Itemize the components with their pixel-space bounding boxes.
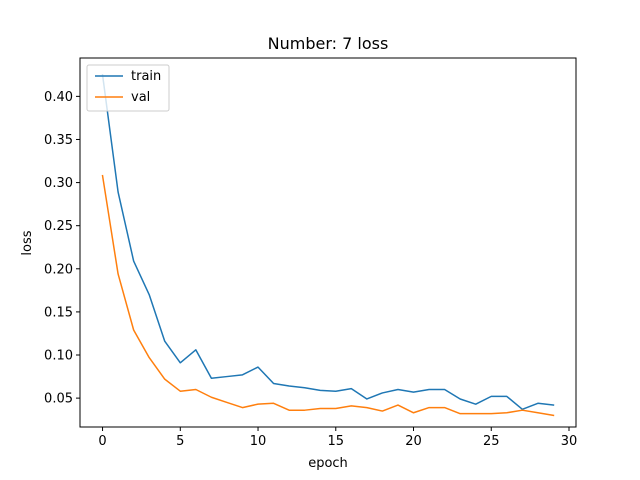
x-tick-label: 20: [405, 434, 422, 449]
y-tick-label: 0.05: [44, 392, 73, 407]
series-line-val: [101, 174, 555, 417]
y-axis-label: loss: [20, 230, 35, 255]
y-tick-label: 0.35: [44, 133, 73, 148]
x-axis-label: epoch: [308, 456, 348, 471]
plot-frame: [79, 57, 577, 428]
legend-val-label: val: [131, 90, 150, 105]
series-line-train: [101, 73, 555, 411]
y-tick-label: 0.15: [44, 305, 73, 320]
y-tick-label: 0.25: [44, 219, 73, 234]
x-tick-label: 0: [98, 434, 106, 449]
legend-train-label: train: [131, 69, 161, 84]
x-tick-label: 30: [561, 434, 578, 449]
x-tick-label: 10: [250, 434, 267, 449]
y-tick-label: 0.20: [44, 262, 73, 277]
x-tick-label: 15: [328, 434, 345, 449]
x-tick-label: 25: [483, 434, 500, 449]
y-tick-label: 0.40: [44, 90, 73, 105]
y-tick-label: 0.30: [44, 176, 73, 191]
plot-layer: 0 5 10 15 20 25 30 0.05 0.10 0.15 0.20 0.25 0.30 0.35…: [44, 73, 578, 449]
legend: train val: [86, 64, 170, 112]
y-tick-label: 0.10: [44, 349, 73, 364]
chart-title: Number: 7 loss: [268, 34, 389, 53]
x-tick-label: 5: [176, 434, 184, 449]
